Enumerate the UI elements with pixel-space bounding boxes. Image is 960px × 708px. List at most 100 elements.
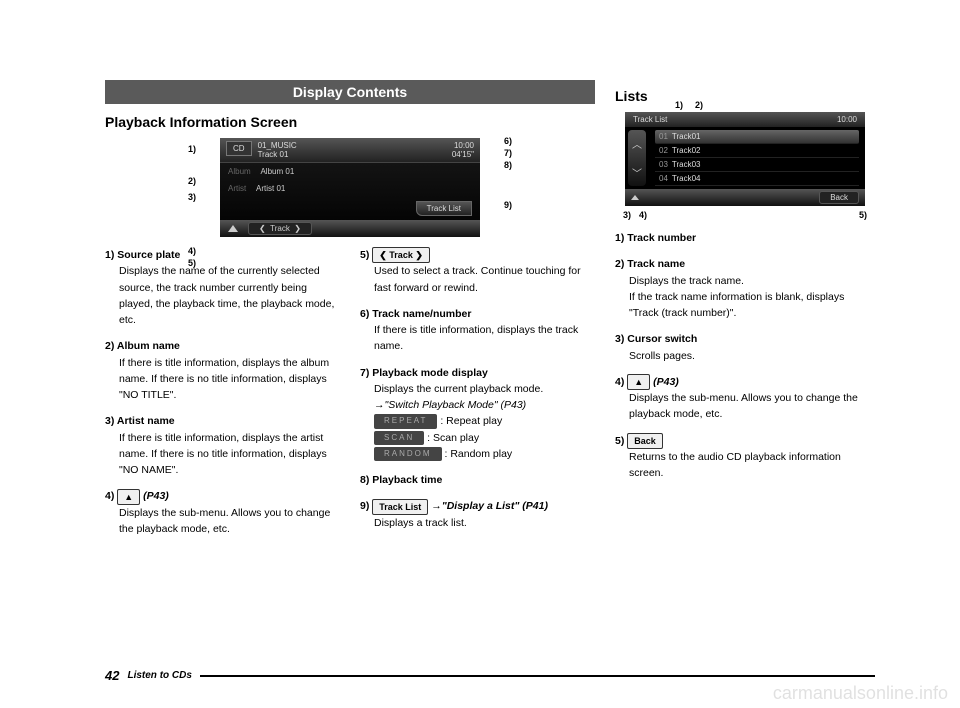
callout-2: 2) [188, 176, 196, 186]
mode-line: RANDOM : Random play [374, 446, 595, 462]
item-title: Track name/number [372, 308, 471, 320]
menu-up-icon[interactable] [228, 225, 238, 232]
list-item: 2) Album name If there is title informat… [105, 338, 340, 403]
item-title: Artist name [117, 415, 175, 427]
footer-rule [200, 675, 875, 677]
callout-4: 4) [188, 246, 196, 256]
item-button[interactable]: Back [627, 433, 663, 449]
item-ref: (P43) [143, 490, 169, 502]
list-item: 6) Track name/number If there is title in… [360, 306, 595, 355]
list-item: 7) Playback mode display Displays the cur… [360, 365, 595, 463]
list-item: 9) Track List →"Display a List" (P41)Dis… [360, 498, 595, 531]
item-title: Cursor switch [627, 333, 697, 345]
item-title: Album name [117, 340, 180, 352]
item-title: Playback mode display [372, 367, 488, 379]
track-name: Track03 [672, 160, 701, 169]
playback-items: 1) Source plateDisplays the name of the … [105, 247, 595, 547]
right-column: Lists 1) 2) Track List 10:00 ︿ ﹀ 01Track… [615, 80, 875, 547]
header-bar: Display Contents [105, 80, 595, 104]
track-name: Track01 [672, 132, 701, 141]
item-ref: (P43) [653, 376, 679, 388]
lists-section-title: Lists [615, 88, 875, 104]
list-callout-2: 2) [695, 100, 703, 110]
track-num: 02 [659, 146, 668, 155]
list-callout-3: 3) [623, 210, 631, 220]
list-callout-4: 4) [639, 210, 647, 220]
item-desc: Displays the sub-menu. Allows you to cha… [629, 390, 875, 423]
chevron-up-icon: ︿ [632, 136, 642, 151]
item-title: Track number [627, 232, 696, 244]
item-desc: Displays the track name.If the track nam… [629, 273, 875, 322]
list-title: Track List [633, 115, 667, 124]
list-clock: 10:00 [837, 115, 857, 124]
mode-line: REPEAT : Repeat play [374, 413, 595, 429]
item-desc: Returns to the audio CD playback informa… [629, 449, 875, 482]
item-button[interactable]: ▲ [117, 489, 140, 505]
track-row[interactable]: 04Track04 [655, 172, 859, 186]
item-number: 6) Track name/number [360, 308, 471, 320]
item-button[interactable]: ❮ Track ❯ [372, 247, 430, 263]
list-menu-up-icon[interactable] [631, 195, 639, 200]
page-number: 42 [105, 668, 119, 683]
playback-screen-wrap: 1) 2) 3) 4) 5) 6) 7) 8) 9) CD 01_MUSIC T… [190, 138, 510, 237]
item-title: Source plate [117, 249, 180, 261]
item-desc: Displays a track list. [374, 515, 595, 531]
item-number: 7) Playback mode display [360, 367, 488, 379]
list-screen: Track List 10:00 ︿ ﹀ 01Track0102Track020… [625, 112, 865, 206]
item-number: 5) ❮ Track ❯ [360, 249, 430, 261]
track-row[interactable]: 03Track03 [655, 158, 859, 172]
back-button[interactable]: Back [819, 191, 859, 204]
item-number: 2) Track name [615, 258, 685, 270]
item-title: Playback time [372, 474, 442, 486]
item-ref: →"Display a List" (P41) [431, 500, 548, 512]
track-row[interactable]: 01Track01 [655, 130, 859, 144]
track-nav[interactable]: ❮ Track ❯ [248, 222, 312, 235]
playback-screen: CD 01_MUSIC Track 01 10:00 04'15" Album … [220, 138, 480, 237]
item-desc: If there is title information, displays … [119, 355, 340, 404]
list-item: 4) ▲ (P43) Displays the sub-menu. Allows … [615, 374, 875, 423]
item-button[interactable]: ▲ [627, 374, 650, 390]
artist-label: Artist [228, 184, 246, 193]
callout-5: 5) [188, 258, 196, 268]
item-button[interactable]: Track List [372, 499, 428, 515]
chevron-down-icon: ﹀ [632, 165, 642, 180]
item-desc: Displays the current playback mode. [374, 381, 595, 397]
artist-row: Artist Artist 01 [220, 180, 480, 197]
item-number: 2) Album name [105, 340, 180, 352]
list-callout-1: 1) [675, 100, 683, 110]
tracklist-row: Track List [220, 197, 480, 220]
album-label: Album [228, 167, 251, 176]
tracklist-button[interactable]: Track List [416, 201, 472, 216]
item-number: 8) Playback time [360, 474, 442, 486]
page-content: Display Contents Playback Information Sc… [105, 80, 875, 547]
item-ref: →"Switch Playback Mode" (P43) [374, 397, 595, 413]
list-item: 8) Playback time [360, 472, 595, 488]
list-item: 3) Artist nameIf there is title informat… [105, 413, 340, 478]
list-item: 5) Back Returns to the audio CD playback … [615, 433, 875, 482]
watermark: carmanualsonline.info [773, 683, 948, 704]
left-column: Display Contents Playback Information Sc… [105, 80, 595, 547]
item-number: 5) Back [615, 435, 663, 447]
album-value: Album 01 [260, 167, 294, 176]
elapsed: 04'15" [452, 150, 474, 159]
track-row[interactable]: 02 Track02 [655, 144, 859, 158]
list-item: 1) Track number [615, 230, 875, 246]
list-screen-wrap: 1) 2) Track List 10:00 ︿ ﹀ 01Track0102Tr… [615, 112, 875, 206]
item-desc: Displays the name of the currently selec… [119, 263, 340, 328]
item-number: 1) Track number [615, 232, 696, 244]
callout-9: 9) [504, 200, 512, 210]
list-item: 2) Track name Displays the track name.If … [615, 256, 875, 321]
item-desc: If there is title information, displays … [374, 322, 595, 355]
source-plate-row: CD 01_MUSIC Track 01 10:00 04'15" [220, 138, 480, 163]
track-name: Track04 [672, 174, 701, 183]
track-name: Track02 [672, 146, 701, 155]
playback-section-title: Playback Information Screen [105, 114, 595, 130]
clock: 10:00 [454, 141, 474, 150]
item-desc: Scrolls pages. [629, 348, 875, 364]
page-footer: 42 Listen to CDs [105, 668, 875, 683]
item-number: 3) Artist name [105, 415, 175, 427]
items-col-b: 5) ❮ Track ❯Used to select a track. Cont… [360, 247, 595, 547]
item-number: 4) ▲ (P43) [615, 376, 679, 388]
cursor-switch[interactable]: ︿ ﹀ [628, 130, 646, 186]
footer-section: Listen to CDs [127, 670, 191, 681]
